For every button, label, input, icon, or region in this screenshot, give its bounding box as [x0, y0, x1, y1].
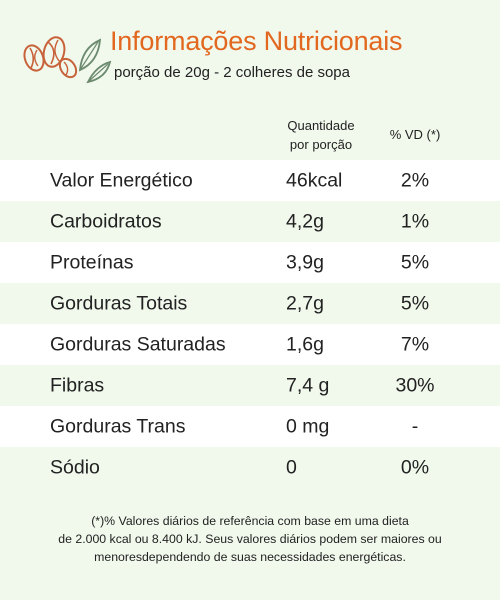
- daily-value-column-header: % VD (*): [389, 127, 441, 142]
- nutrient-name: Valor Energético: [50, 169, 193, 191]
- nutrient-quantity: 1,6g: [286, 333, 324, 355]
- nutrient-daily-value: 5%: [400, 251, 430, 273]
- nutrient-name: Sódio: [50, 456, 100, 478]
- nutrient-name: Gorduras Saturadas: [50, 333, 226, 355]
- table-row: Gorduras Trans 0 mg -: [0, 406, 500, 447]
- nutrient-daily-value: 30%: [395, 374, 435, 396]
- table-row: Gorduras Saturadas 1,6g 7%: [0, 324, 500, 365]
- page-title: Informações Nutricionais: [110, 26, 403, 56]
- table-row: Fibras 7,4 g 30%: [0, 365, 500, 406]
- table-row: Valor Energético 46kcal 2%: [0, 160, 500, 201]
- nutrient-daily-value: 5%: [400, 292, 430, 314]
- nutrient-daily-value: 7%: [400, 333, 430, 355]
- nutrient-name: Proteínas: [50, 251, 134, 273]
- table-row: Gorduras Totais 2,7g 5%: [0, 283, 500, 324]
- nutrient-quantity: 4,2g: [286, 210, 324, 232]
- nuts-and-leaves-icon: [23, 36, 112, 84]
- nutrient-quantity: 0 mg: [286, 415, 330, 437]
- nutrient-name: Gorduras Totais: [50, 292, 188, 314]
- nutrient-name: Carboidratos: [50, 210, 162, 232]
- nutrient-quantity: 0: [286, 456, 297, 478]
- nutrient-quantity: 7,4 g: [286, 374, 330, 396]
- serving-size: porção de 20g - 2 colheres de sopa: [114, 64, 350, 81]
- nutrient-quantity: 46kcal: [286, 169, 343, 191]
- nutrient-quantity: 2,7g: [286, 292, 324, 314]
- nutrient-name: Fibras: [50, 374, 105, 396]
- table-row: Sódio 0 0%: [0, 447, 500, 488]
- footnote: (*)% Valores diários de referência com b…: [58, 514, 442, 564]
- table-row: Carboidratos 4,2g 1%: [0, 201, 500, 242]
- nutrient-daily-value: -: [411, 415, 419, 437]
- nutrient-daily-value: 1%: [400, 210, 430, 232]
- nutrient-daily-value: 0%: [400, 456, 430, 478]
- table-row: Proteínas 3,9g 5%: [0, 242, 500, 283]
- nutrient-daily-value: 2%: [400, 169, 430, 191]
- nutrient-quantity: 3,9g: [286, 251, 324, 273]
- nutrition-table: Valor Energético 46kcal 2% Carboidratos …: [0, 160, 500, 488]
- quantity-column-header: Quantidade por porção: [287, 118, 355, 152]
- nutrient-name: Gorduras Trans: [50, 415, 186, 437]
